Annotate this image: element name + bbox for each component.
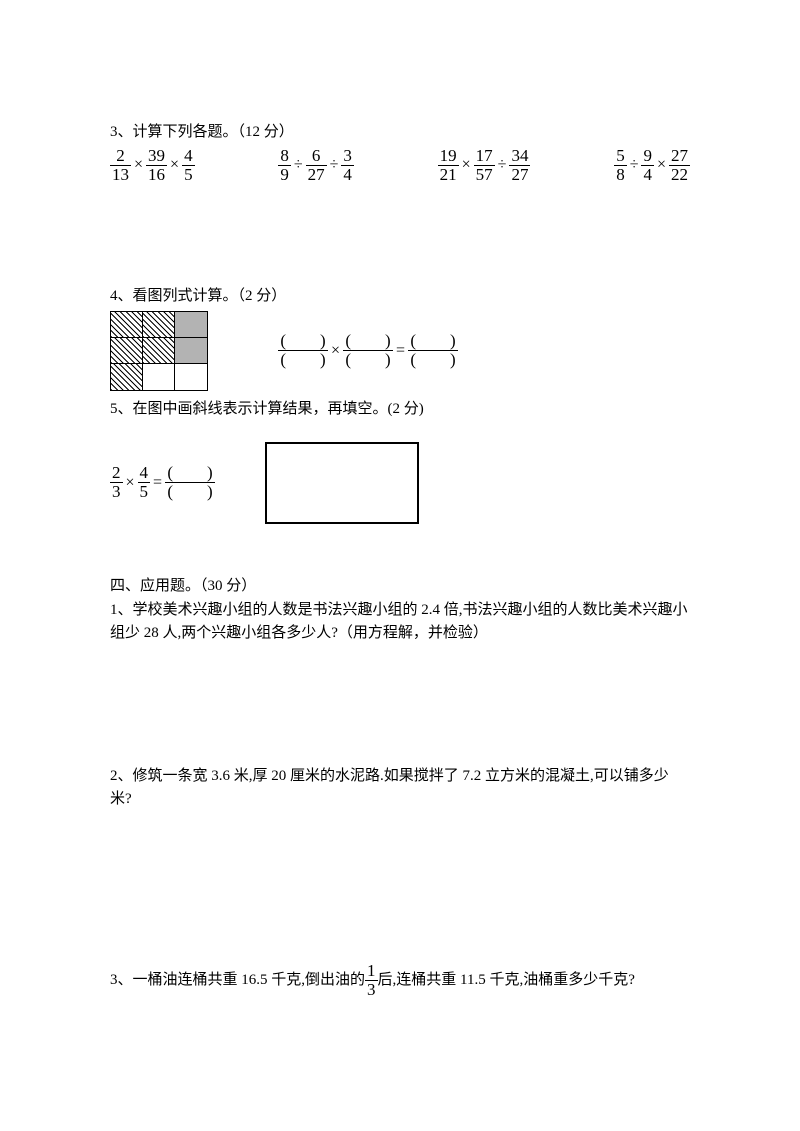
section4-problem-2: 2、修筑一条宽 3.6 米,厚 20 厘米的水泥路.如果搅拌了 7.2 立方米的…: [110, 765, 690, 812]
q5-expression: 23×45=( )( ): [110, 464, 215, 501]
q3-expressions: 213×3916×45 89÷627÷34 1921×1757÷3427 58÷…: [110, 147, 690, 184]
q3-expr-2: 89÷627÷34: [278, 147, 354, 184]
section4-p3-text-b: 后,连桶共重 11.5 千克,油桶重多少千克?: [378, 971, 635, 987]
q5-title: 5、在图中画斜线表示计算结果，再填空。(2 分): [110, 397, 690, 418]
q4-title: 4、看图列式计算。（2 分）: [110, 284, 690, 305]
q4-grid: [110, 311, 208, 391]
section4-p3-text-a: 3、一桶油连桶共重 16.5 千克,倒出油的: [110, 971, 365, 987]
section4-p3-fraction: 13: [365, 962, 378, 999]
q3-expr-1: 213×3916×45: [110, 147, 195, 184]
section4-heading: 四、应用题。（30 分）: [110, 574, 690, 595]
q4-blank-equation: ( )( )×( )( )=( )( ): [278, 332, 458, 369]
q3-expr-4: 58÷94×2722: [614, 147, 690, 184]
section4-problem-1: 1、学校美术兴趣小组的人数是书法兴趣小组的 2.4 倍,书法兴趣小组的人数比美术…: [110, 599, 690, 646]
section4-problem-3: 3、一桶油连桶共重 16.5 千克,倒出油的13后,连桶共重 11.5 千克,油…: [110, 962, 690, 999]
q5-empty-rectangle: [265, 442, 419, 524]
q3-title: 3、计算下列各题。（12 分）: [110, 120, 690, 141]
q3-expr-3: 1921×1757÷3427: [438, 147, 531, 184]
